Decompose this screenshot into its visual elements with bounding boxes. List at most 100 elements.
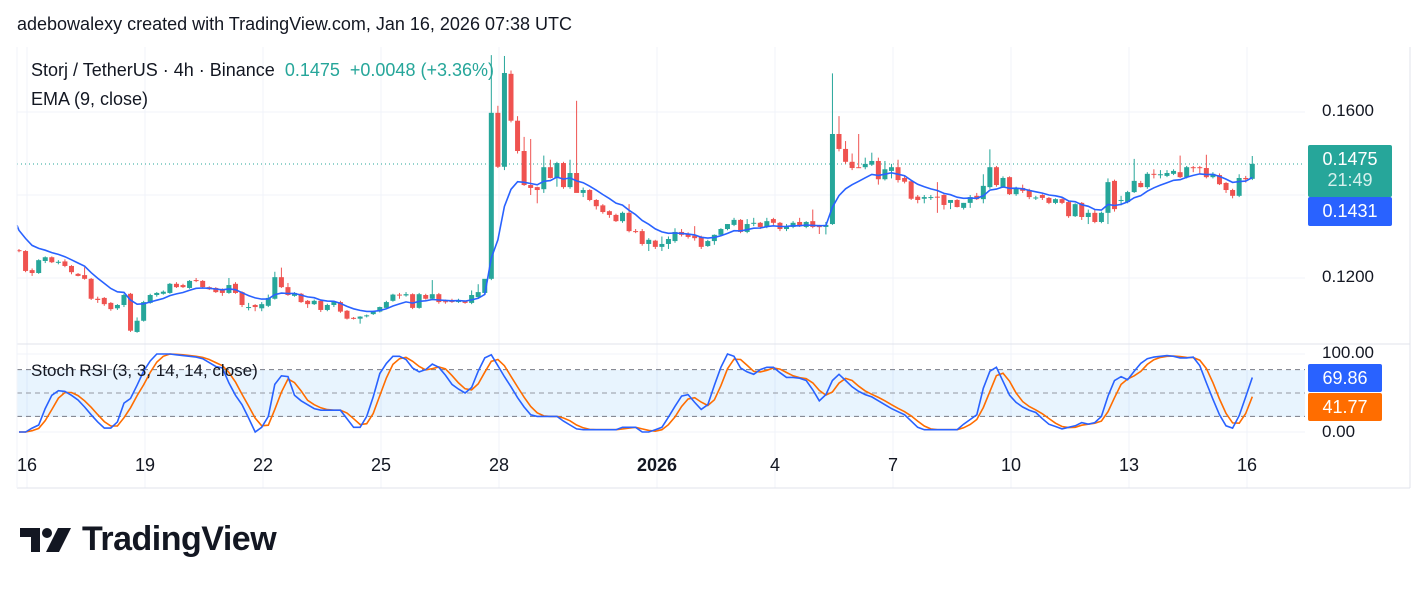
candle: [305, 299, 311, 308]
candle: [567, 159, 573, 189]
date-tick: 28: [488, 455, 510, 475]
candle: [36, 259, 42, 274]
candle: [967, 195, 973, 208]
candle: [1105, 178, 1111, 225]
candle-body: [1052, 199, 1058, 203]
candle: [606, 210, 612, 218]
candle: [114, 304, 120, 310]
candle-body: [246, 307, 252, 309]
candle-body: [1190, 167, 1196, 169]
candle-body: [173, 283, 179, 288]
candle-body: [82, 275, 88, 279]
candle-body: [770, 219, 776, 223]
candle-body: [101, 297, 107, 305]
candle-body: [1033, 197, 1039, 199]
candle: [501, 55, 507, 171]
stoch-d-label: 41.77: [1308, 393, 1382, 421]
candle-body: [239, 292, 245, 305]
price-tick: 0.1200: [1322, 267, 1374, 286]
candle: [167, 282, 173, 294]
candle: [252, 304, 258, 312]
candle: [1052, 198, 1058, 205]
candle-body: [324, 304, 330, 310]
candle-body: [856, 167, 862, 169]
date-tick-year: 2026: [636, 455, 678, 475]
date-tick: 22: [252, 455, 274, 475]
last-price: 0.1475: [284, 60, 340, 80]
candle: [1197, 165, 1203, 175]
candle: [239, 291, 245, 308]
candle-body: [1112, 180, 1118, 210]
date-tick: 10: [1000, 455, 1022, 475]
candle-body: [987, 167, 993, 188]
candle-body: [1079, 202, 1085, 217]
candle: [403, 292, 409, 297]
date-tick: 16: [16, 455, 38, 475]
candle-body: [442, 301, 448, 303]
candle: [495, 105, 501, 169]
tradingview-logo[interactable]: TradingView: [20, 520, 277, 559]
candle-body: [508, 73, 514, 121]
candle-body: [36, 260, 42, 274]
candle: [993, 165, 999, 187]
candle-body: [232, 283, 238, 293]
candle-body: [1026, 190, 1032, 198]
candle: [62, 259, 68, 268]
candle-body: [88, 278, 94, 299]
candle-body: [672, 231, 678, 242]
candle: [744, 219, 750, 234]
stoch-legend[interactable]: Stoch RSI (3, 3, 14, 14, close): [31, 361, 258, 380]
candle-body: [541, 167, 547, 190]
candle-body: [272, 277, 278, 299]
candle: [593, 199, 599, 210]
candle-body: [200, 280, 206, 288]
candle: [265, 294, 271, 308]
symbol-legend: Storj / TetherUS · 4h · Binance 0.1475 +…: [31, 60, 494, 81]
candle-body: [724, 224, 730, 230]
candle-body: [1092, 212, 1098, 222]
candle: [95, 296, 101, 303]
candle-body: [252, 304, 258, 308]
candle: [731, 217, 737, 227]
stoch-k-line: [19, 353, 1254, 434]
candle-body: [16, 250, 22, 252]
candle-body: [1144, 173, 1150, 188]
grid: [17, 47, 1305, 488]
date-tick: 19: [134, 455, 156, 475]
candle: [980, 174, 986, 204]
candle-body: [410, 294, 416, 308]
candle: [1171, 169, 1177, 176]
candle-body: [902, 177, 908, 182]
candle: [620, 211, 626, 223]
candle-body: [646, 239, 652, 244]
price-change: +0.0048 (+3.36%): [349, 60, 494, 80]
candle-body: [1210, 173, 1216, 178]
candle: [521, 136, 527, 186]
candle-body: [928, 197, 934, 199]
candle-body: [1197, 167, 1203, 169]
tradingview-logo-icon: [20, 527, 71, 552]
candle: [1144, 172, 1150, 189]
candle-body: [652, 240, 658, 247]
candle: [705, 239, 711, 247]
candle: [246, 302, 252, 311]
candle: [351, 317, 357, 320]
ema-legend[interactable]: EMA (9, close): [31, 89, 149, 109]
candle-body: [318, 300, 324, 310]
candle-body: [219, 289, 225, 293]
stoch-tick: 0.00: [1322, 422, 1356, 441]
candle-body: [574, 173, 580, 193]
candle-body: [213, 287, 219, 293]
candle-body: [331, 302, 337, 305]
candle-body: [665, 238, 671, 244]
candle: [547, 159, 553, 179]
candle-body: [843, 148, 849, 162]
candle-body: [154, 292, 160, 296]
candle-body: [68, 265, 74, 273]
symbol-title[interactable]: Storj / TetherUS · 4h · Binance: [31, 60, 275, 80]
date-tick: 25: [370, 455, 392, 475]
date-tick: 7: [887, 455, 899, 475]
last-price-value: 0.1475: [1322, 149, 1378, 169]
candle-body: [993, 167, 999, 186]
